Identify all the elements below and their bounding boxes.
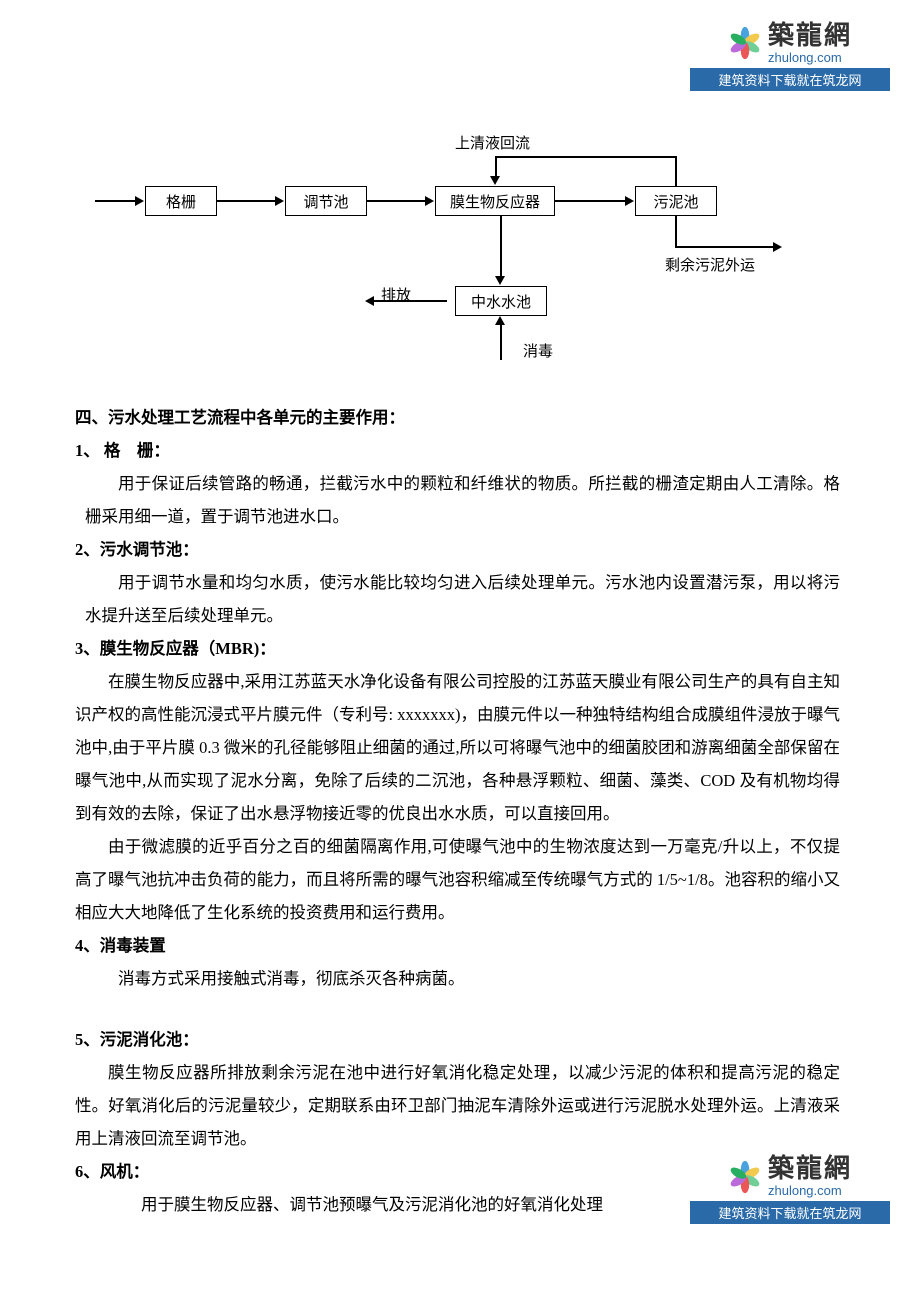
logo-url: zhulong.com xyxy=(768,1184,852,1198)
logo-url: zhulong.com xyxy=(768,51,852,65)
process-diagram: 格栅 调节池 膜生物反应器 污泥池 中水水池 上清液回流 剩余污泥外运 排放 消… xyxy=(105,126,805,366)
label-discharge: 排放 xyxy=(381,284,411,305)
box-grid: 格栅 xyxy=(145,186,217,216)
s4-para: 消毒方式采用接触式消毒，彻底杀灭各种病菌。 xyxy=(75,962,845,995)
label-disinfect: 消毒 xyxy=(523,340,553,361)
box-sludge: 污泥池 xyxy=(635,186,717,216)
logo-top: 築龍網 zhulong.com 建筑资料下载就在筑龙网 xyxy=(690,22,890,91)
s1-para: 用于保证后续管路的畅通，拦截污水中的颗粒和纤维状的物质。所拦截的栅渣定期由人工清… xyxy=(75,467,845,533)
logo-text-bottom: 築龍網 zhulong.com xyxy=(768,1155,852,1198)
s2-para: 用于调节水量和均匀水质，使污水能比较均匀进入后续处理单元。污水池内设置潜污泵，用… xyxy=(75,566,845,632)
s2-heading: 2、污水调节池： xyxy=(75,533,845,566)
s3-para1: 在膜生物反应器中,采用江苏蓝天水净化设备有限公司控股的江苏蓝天膜业有限公司生产的… xyxy=(75,665,845,830)
s4-heading: 4、消毒装置 xyxy=(75,929,845,962)
logo-name: 築龍網 xyxy=(768,22,852,51)
logo-banner: 建筑资料下载就在筑龙网 xyxy=(690,68,890,91)
s5-heading: 5、污泥消化池： xyxy=(75,1023,845,1056)
label-recycle: 上清液回流 xyxy=(455,132,530,153)
s3-para2: 由于微滤膜的近乎百分之百的细菌隔离作用,可使曝气池中的生物浓度达到一万毫克/升以… xyxy=(75,830,845,929)
s5-para: 膜生物反应器所排放剩余污泥在池中进行好氧消化稳定处理，以减少污泥的体积和提高污泥… xyxy=(75,1056,845,1155)
label-sludge-out: 剩余污泥外运 xyxy=(665,254,755,275)
logo-row-bottom: 築龍網 zhulong.com xyxy=(690,1155,890,1198)
logo-row: 築龍網 zhulong.com xyxy=(690,22,890,65)
content: 四、污水处理工艺流程中各单元的主要作用： 1、 格 栅： 用于保证后续管路的畅通… xyxy=(75,401,845,1221)
logo-text: 築龍網 zhulong.com xyxy=(768,22,852,65)
logo-name: 築龍網 xyxy=(768,1155,852,1184)
logo-banner: 建筑资料下载就在筑龙网 xyxy=(690,1201,890,1224)
s3-heading: 3、膜生物反应器（MBR)： xyxy=(75,632,845,665)
box-mbr: 膜生物反应器 xyxy=(435,186,555,216)
flower-icon xyxy=(728,26,762,60)
s1-heading: 1、 格 栅： xyxy=(75,434,845,467)
box-tank: 调节池 xyxy=(285,186,367,216)
box-reuse: 中水水池 xyxy=(455,286,547,316)
section-title: 四、污水处理工艺流程中各单元的主要作用： xyxy=(75,401,845,434)
flower-icon xyxy=(728,1160,762,1194)
logo-bottom: 築龍網 zhulong.com 建筑资料下载就在筑龙网 xyxy=(690,1155,890,1224)
